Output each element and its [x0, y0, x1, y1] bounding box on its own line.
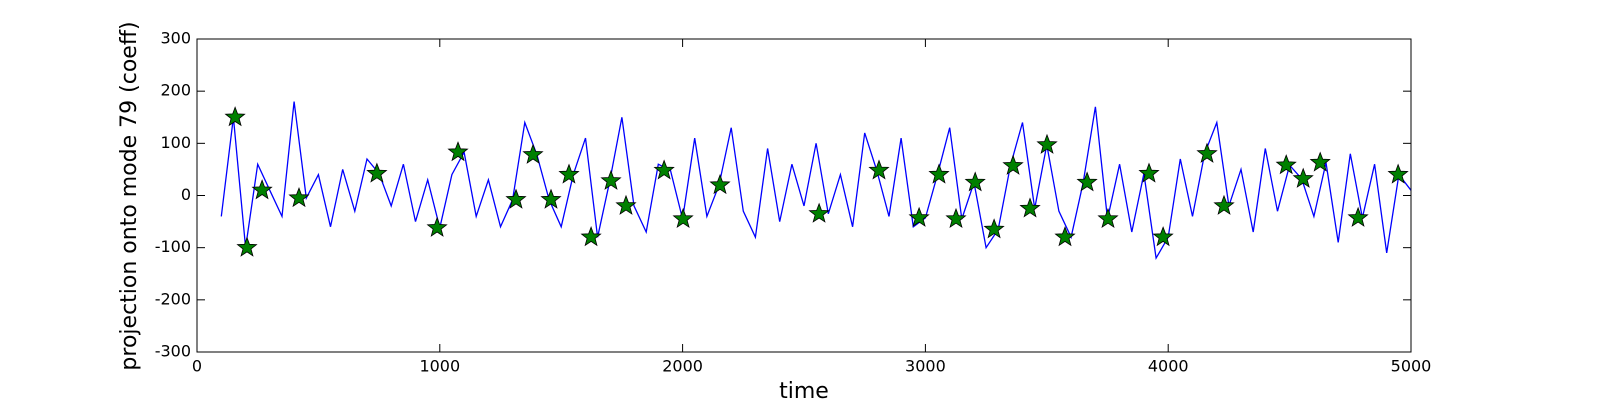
y-axis-label: projection onto mode 79 (coeff) — [117, 21, 142, 370]
y-tick-label: -300 — [155, 342, 191, 361]
star-marker — [505, 188, 527, 209]
star-marker — [1152, 226, 1174, 247]
x-tick-label: 4000 — [1148, 357, 1189, 376]
star-marker — [1292, 167, 1314, 188]
star-marker — [600, 169, 622, 190]
x-tick-label: 5000 — [1391, 357, 1432, 376]
star-marker — [1054, 226, 1076, 247]
y-tick-label: -100 — [155, 237, 191, 256]
star-marker — [558, 163, 580, 184]
star-marker — [1097, 207, 1119, 229]
x-tick-label: 0 — [192, 357, 202, 376]
star-marker — [1019, 197, 1041, 218]
star-marker — [1387, 163, 1409, 184]
star-marker — [540, 188, 562, 209]
star-marker — [1002, 154, 1024, 175]
y-tick-label: 200 — [160, 81, 191, 100]
star-marker — [366, 162, 388, 183]
y-tick-label: 100 — [160, 133, 191, 152]
star-marker — [251, 179, 273, 200]
x-tick-label: 1000 — [419, 357, 460, 376]
y-tick-label: 300 — [160, 29, 191, 48]
star-marker — [224, 106, 246, 127]
star-marker — [1076, 171, 1098, 192]
plot-frame — [196, 38, 1412, 353]
star-marker — [653, 159, 675, 180]
data-line — [220, 101, 1412, 261]
star-marker — [288, 186, 310, 208]
star-marker — [1347, 206, 1369, 227]
y-tick-label: -200 — [155, 289, 191, 308]
star-marker — [945, 207, 967, 229]
x-tick-label: 2000 — [662, 357, 703, 376]
x-tick-label: 3000 — [905, 357, 946, 376]
star-marker — [1138, 162, 1160, 183]
star-marker — [1213, 194, 1235, 215]
star-marker — [709, 173, 731, 195]
star-marker — [908, 206, 930, 227]
star-marker — [236, 236, 258, 257]
star-marker — [928, 163, 950, 184]
star-marker — [447, 141, 469, 162]
star-marker — [426, 216, 448, 237]
star-marker — [672, 207, 694, 229]
star-marker — [1309, 151, 1331, 172]
x-axis-label: time — [779, 379, 829, 400]
star-marker — [808, 202, 830, 223]
y-tick-label: 0 — [181, 185, 191, 204]
star-marker — [964, 171, 986, 192]
star-marker — [868, 159, 890, 180]
star-marker — [522, 143, 544, 164]
star-marker — [615, 194, 637, 215]
star-marker — [983, 218, 1005, 239]
star-marker — [1036, 133, 1058, 154]
star-marker — [580, 226, 602, 247]
star-marker — [1275, 154, 1297, 175]
star-marker — [1196, 142, 1218, 163]
